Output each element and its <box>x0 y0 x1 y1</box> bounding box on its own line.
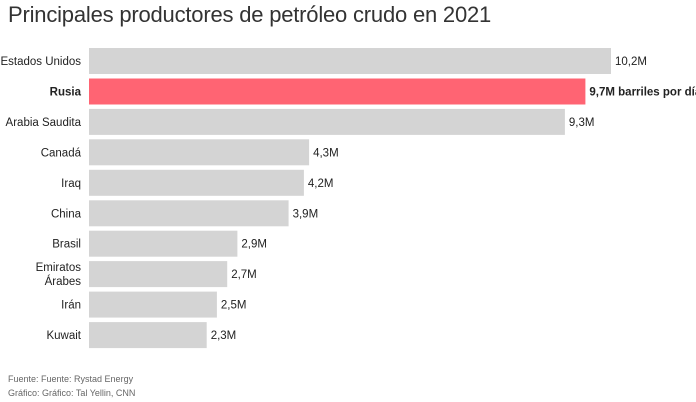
value-label-2: 9,3M <box>569 117 595 129</box>
bar-5 <box>89 200 289 227</box>
bar-2 <box>89 108 565 135</box>
bar-6 <box>89 230 238 257</box>
bar-0 <box>89 48 611 74</box>
category-label-1: Rusia <box>50 87 82 99</box>
value-label-8: 2,5M <box>221 300 247 312</box>
bar-9 <box>89 322 207 349</box>
bar-8 <box>89 291 217 318</box>
category-label-3: Canadá <box>41 147 82 159</box>
bar-3 <box>89 139 310 166</box>
value-label-6: 2,9M <box>241 239 267 251</box>
value-label-9: 2,3M <box>211 330 237 342</box>
category-label-6: Brasil <box>52 239 81 251</box>
bar-7 <box>89 261 228 288</box>
chart-title: Principales productores de petróleo crud… <box>8 2 492 27</box>
bar-1 <box>89 78 586 105</box>
category-label-9: Kuwait <box>46 330 81 342</box>
source-note: Fuente: Fuente: Rystad Energy <box>8 374 134 384</box>
value-label-7: 2,7M <box>231 269 257 281</box>
value-label-3: 4,3M <box>313 147 339 159</box>
value-label-4: 4,2M <box>308 178 334 190</box>
category-label-7: Emiratos Árabes <box>36 262 82 288</box>
bar-chart: Estados Unidos 10,2M Rusia 9,7M barriles po… <box>0 48 696 349</box>
value-label-1: 9,7M barriles por día <box>589 87 696 99</box>
category-label-5: China <box>51 208 82 220</box>
bar-4 <box>89 169 304 196</box>
credit-note: Gráfico: Gráfico: Tal Yellin, CNN <box>8 388 136 398</box>
category-label-4: Iraq <box>61 178 81 190</box>
category-label-8: Irán <box>61 300 81 312</box>
category-label-2: Arabia Saudita <box>6 117 82 129</box>
value-label-0: 10,2M <box>615 56 647 68</box>
value-label-5: 3,9M <box>293 208 319 220</box>
category-label-0: Estados Unidos <box>0 56 81 68</box>
